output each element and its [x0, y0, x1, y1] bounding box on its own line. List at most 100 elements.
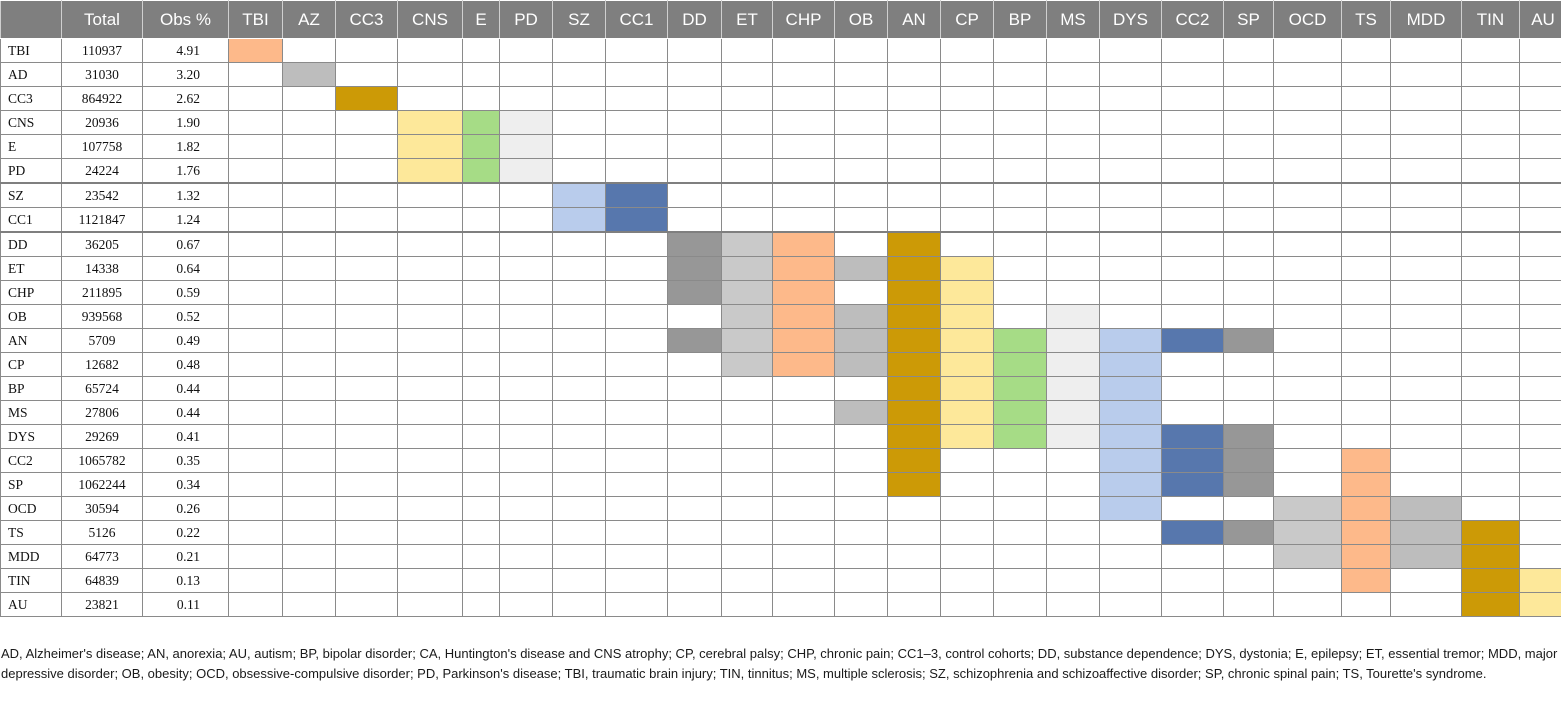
cluster-cell — [1390, 424, 1462, 449]
cluster-cell-filled — [1341, 496, 1391, 521]
cluster-cell-filled — [1223, 424, 1274, 449]
header-corner — [0, 0, 62, 39]
cluster-cell — [499, 424, 553, 449]
cluster-cell — [667, 496, 722, 521]
cluster-cell — [667, 207, 722, 233]
cluster-cell — [552, 328, 606, 353]
cluster-cell-filled — [721, 280, 773, 305]
cluster-cell — [667, 134, 722, 159]
cluster-cell — [667, 158, 722, 184]
cluster-cell — [605, 62, 668, 87]
cluster-cell — [1161, 280, 1224, 305]
table-row: CP 12682 0.48 — [0, 352, 1561, 377]
cluster-cell — [605, 472, 668, 497]
cluster-cell — [282, 207, 336, 233]
cluster-cell — [993, 256, 1047, 281]
cluster-cell — [552, 568, 606, 593]
cluster-cell — [1223, 158, 1274, 184]
cluster-cell — [1519, 158, 1561, 184]
cluster-cell — [1161, 592, 1224, 617]
cluster-cell — [1046, 38, 1100, 63]
cluster-cell — [721, 134, 773, 159]
cluster-cell — [887, 182, 941, 208]
table-row: TIN 64839 0.13 — [0, 568, 1561, 593]
header-dd: DD — [667, 0, 722, 39]
cluster-cell — [993, 592, 1047, 617]
cluster-cell — [228, 158, 283, 184]
cluster-cell — [721, 158, 773, 184]
cluster-cell — [1390, 86, 1462, 111]
cluster-cell — [1046, 86, 1100, 111]
cluster-cell-filled — [462, 110, 500, 135]
cluster-cell — [282, 231, 336, 257]
cluster-cell-filled — [282, 62, 336, 87]
cluster-cell — [1099, 231, 1162, 257]
cluster-cell — [1273, 158, 1342, 184]
cluster-cell-filled — [1341, 544, 1391, 569]
cluster-cell — [834, 38, 888, 63]
cluster-cell — [772, 496, 835, 521]
cluster-cell — [940, 158, 994, 184]
cluster-cell — [228, 520, 283, 545]
cluster-cell — [228, 280, 283, 305]
cluster-cell — [499, 568, 553, 593]
cluster-cell — [335, 424, 398, 449]
cluster-cell — [552, 38, 606, 63]
cluster-cell — [940, 520, 994, 545]
cluster-cell — [887, 86, 941, 111]
cluster-cell — [605, 38, 668, 63]
cluster-cell — [1341, 38, 1391, 63]
cluster-cell — [1161, 134, 1224, 159]
table-row: DD 36205 0.67 — [0, 231, 1561, 257]
cluster-cell — [721, 62, 773, 87]
row-label: CNS — [0, 110, 62, 135]
cluster-cell-filled — [993, 376, 1047, 401]
cluster-cell — [887, 520, 941, 545]
cluster-cell — [228, 544, 283, 569]
cluster-cell-filled — [1390, 520, 1462, 545]
obs-percent-cell: 1.90 — [142, 110, 229, 135]
cluster-cell — [335, 38, 398, 63]
cluster-cell — [1390, 400, 1462, 425]
cluster-cell — [1273, 328, 1342, 353]
cluster-cell — [1461, 231, 1520, 257]
cluster-cell — [1046, 448, 1100, 473]
total-cell: 211895 — [61, 280, 143, 305]
cluster-cell — [335, 376, 398, 401]
cluster-cell — [721, 207, 773, 233]
cluster-cell — [667, 472, 722, 497]
cluster-cell — [228, 376, 283, 401]
cluster-cell — [1273, 38, 1342, 63]
cluster-cell-filled — [721, 256, 773, 281]
cluster-cell — [1461, 256, 1520, 281]
cluster-cell — [887, 38, 941, 63]
cluster-cell — [1046, 158, 1100, 184]
cluster-cell — [462, 207, 500, 233]
cluster-cell — [772, 207, 835, 233]
obs-percent-cell: 1.82 — [142, 134, 229, 159]
cluster-cell — [499, 448, 553, 473]
cluster-cell-filled — [887, 280, 941, 305]
cluster-cell — [397, 448, 463, 473]
cluster-cell — [1519, 304, 1561, 329]
cluster-cell — [1046, 520, 1100, 545]
obs-percent-cell: 0.48 — [142, 352, 229, 377]
row-label: TIN — [0, 568, 62, 593]
cluster-cell-filled — [605, 182, 668, 208]
cluster-cell — [552, 62, 606, 87]
cluster-cell — [605, 544, 668, 569]
cluster-cell — [1099, 62, 1162, 87]
header-et: ET — [721, 0, 773, 39]
cluster-cell-filled — [667, 328, 722, 353]
cluster-cell — [1223, 400, 1274, 425]
obs-percent-cell: 0.52 — [142, 304, 229, 329]
table-row: BP 65724 0.44 — [0, 376, 1561, 401]
cluster-cell — [499, 352, 553, 377]
cluster-cell — [605, 110, 668, 135]
cluster-cell-filled — [772, 256, 835, 281]
row-label: CP — [0, 352, 62, 377]
cluster-cell — [1273, 568, 1342, 593]
cluster-cell — [1161, 158, 1224, 184]
cluster-cell — [462, 62, 500, 87]
cluster-cell-filled — [834, 256, 888, 281]
